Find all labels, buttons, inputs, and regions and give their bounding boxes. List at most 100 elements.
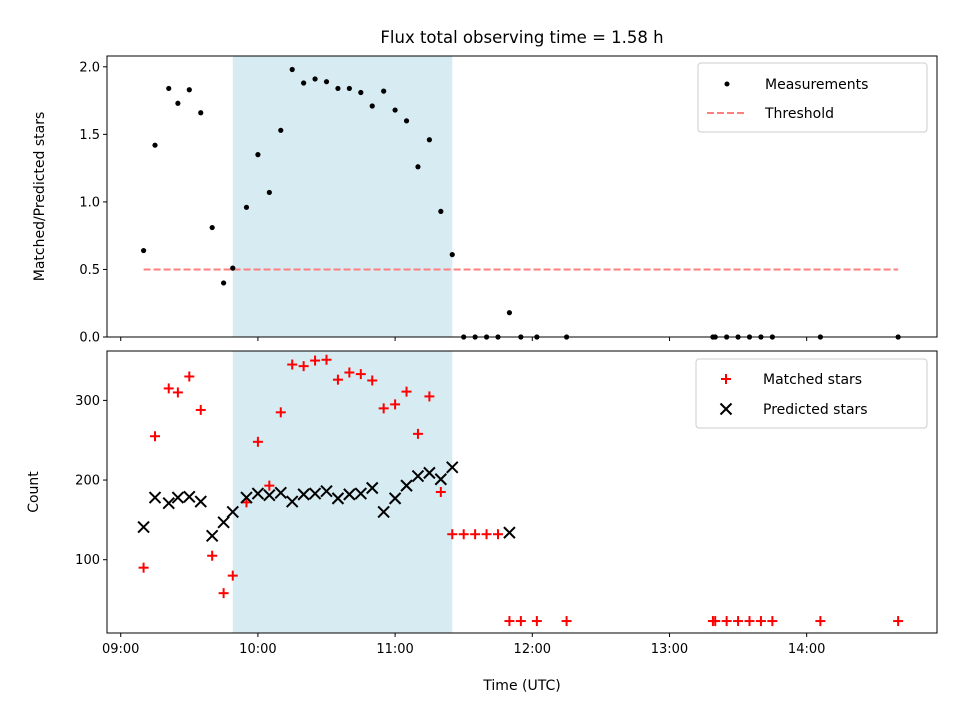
ratio-y-tick-label: 0.0 [79, 331, 100, 346]
matched-star-point [298, 361, 309, 372]
ratio-y-tick-label: 1.5 [79, 128, 100, 143]
predicted-star-point [205, 529, 219, 543]
matched-star-point [241, 497, 252, 508]
matched-star-point [138, 562, 149, 573]
x-tick-label: 13:00 [651, 642, 688, 657]
legend-plus-marker [721, 374, 731, 384]
matched-star-point [321, 354, 332, 365]
matched-star-point [531, 616, 542, 627]
measurement-point [312, 76, 318, 82]
matched-star-point [390, 399, 401, 410]
measurement-points [140, 66, 901, 340]
matched-star-point [195, 404, 206, 415]
predicted-star-point [162, 496, 175, 510]
matched-star-point [481, 529, 492, 540]
predicted-stars-points [137, 461, 516, 543]
matched-star-point [470, 529, 481, 540]
measurement-point [403, 118, 410, 124]
matched-star-point [458, 529, 469, 540]
matched-star-point [378, 403, 389, 414]
measurement-point [426, 137, 432, 143]
predicted-star-point [194, 495, 207, 508]
ratio-legend-box [697, 62, 928, 133]
ratio-panel: 0.00.51.01.52.0 Matched/Predicted stars … [32, 55, 938, 346]
matched-star-point [755, 616, 766, 627]
measurement-point [266, 189, 272, 196]
measurement-point [209, 224, 215, 231]
measurement-point [346, 85, 352, 92]
measurement-point [175, 100, 181, 106]
ratio-y-tick-label: 1.0 [79, 195, 100, 210]
predicted-star-point [503, 526, 516, 539]
observing-window-bottom [232, 351, 453, 633]
matched-star-point [355, 369, 366, 380]
measurement-point [358, 89, 364, 96]
measurement-point [392, 107, 398, 113]
predicted-star-point [274, 486, 287, 500]
predicted-star-point [285, 495, 299, 508]
matched-star-point [515, 616, 526, 627]
predicted-star-point [400, 479, 413, 492]
matched-star-point [275, 407, 286, 418]
measurement-point [255, 152, 261, 158]
measurement-point [415, 164, 421, 170]
matched-star-point [310, 355, 321, 366]
predicted-star-point [423, 466, 436, 480]
predicted-star-point [263, 488, 276, 502]
legend-label-threshold: Threshold [764, 106, 834, 122]
legend-label-predicted: Predicted stars [763, 402, 868, 418]
measurement-point [323, 79, 330, 85]
predicted-star-point [308, 487, 322, 500]
chart-title: Flux total observing time = 1.58 h [380, 28, 663, 47]
measurement-point [301, 80, 307, 86]
ratio-y-tick-label: 0.5 [79, 263, 100, 278]
predicted-star-point [183, 490, 196, 503]
predicted-star-point [226, 505, 239, 519]
matched-star-point [504, 616, 515, 627]
predicted-star-point [217, 516, 230, 529]
matched-star-point [344, 367, 355, 378]
matched-star-point [435, 487, 446, 497]
legend-cross-marker [719, 402, 733, 416]
predicted-star-point [251, 487, 265, 500]
ratio-plot-frame [106, 55, 938, 338]
measurement-point [243, 204, 250, 210]
legend-marker-predicted [719, 402, 733, 416]
count-panel: 100 200 300 09:00 10:00 11:00 12:00 13:00 14:00… [26, 350, 938, 694]
count-plot-frame [106, 350, 938, 634]
matched-star-point [733, 616, 744, 627]
ratio-y-axis-label: Matched/Predicted stars [32, 112, 48, 282]
predicted-star-point [240, 491, 253, 504]
x-axis-label: Time (UTC) [482, 678, 560, 694]
matched-star-point [710, 616, 721, 627]
matched-star-point [767, 616, 778, 627]
matched-star-point [332, 374, 343, 385]
measurement-point [230, 265, 236, 271]
x-tick-label: 10:00 [239, 642, 276, 657]
matched-star-point [163, 383, 174, 394]
predicted-star-point [137, 520, 150, 534]
measurement-point [289, 66, 295, 73]
ratio-y-tick-label: 2.0 [79, 60, 100, 75]
count-legend-box [695, 358, 928, 429]
matched-stars-points [138, 354, 904, 627]
x-tick-label: 12:00 [514, 642, 551, 657]
predicted-star-point [388, 492, 402, 505]
count-legend: Matched stars Predicted stars [695, 358, 928, 429]
count-y-axis-ticks: 100 200 300 [75, 394, 107, 568]
matched-star-point [492, 529, 503, 540]
matched-star-point [207, 550, 218, 561]
matched-star-point [744, 616, 755, 627]
measurement-point [449, 251, 455, 258]
measurement-point [152, 142, 158, 148]
x-tick-label: 09:00 [102, 642, 139, 657]
measurement-point [221, 280, 227, 286]
predicted-star-point [446, 461, 459, 474]
matched-star-point [561, 616, 572, 627]
predicted-star-point [320, 484, 333, 498]
matched-star-point [401, 386, 412, 397]
matched-star-point [172, 387, 183, 398]
measurement-point [140, 247, 147, 254]
measurement-point [506, 310, 513, 316]
